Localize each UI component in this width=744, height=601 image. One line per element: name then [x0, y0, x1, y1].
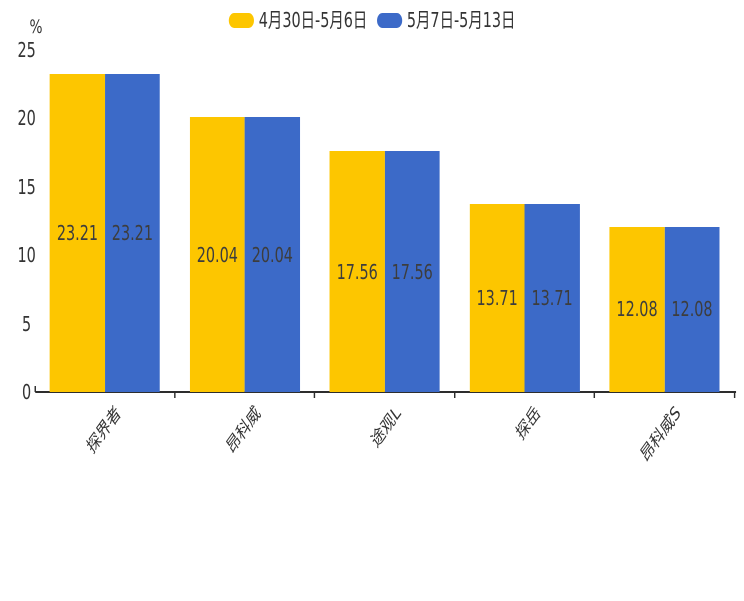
bar-value-label: 20.04: [196, 242, 238, 267]
chart-canvas: 4月30日-5月6日 5月7日-5月13日 % 0 5 10 15 20 25 23.21 23…: [0, 8, 744, 466]
bar-value-label: 17.56: [391, 259, 433, 284]
x-category-label: 昂科威S: [637, 402, 684, 467]
x-category-label: 探岳: [513, 402, 544, 445]
bar-value-label: 13.71: [531, 286, 573, 311]
legend-item[interactable]: 4月30日-5月6日: [228, 8, 368, 32]
bar: [664, 226, 720, 392]
x-axis-tick: [174, 392, 176, 398]
x-axis-tick: [593, 392, 596, 398]
x-axis-tick: [733, 392, 736, 398]
bar: [609, 226, 665, 392]
legend-item[interactable]: 5月7日-5月13日: [376, 8, 516, 32]
chart-legend: 4月30日-5月6日 5月7日-5月13日: [0, 8, 744, 32]
bar-value-label: 13.71: [476, 286, 518, 311]
legend-label: 5月7日-5月13日: [406, 8, 516, 32]
bar-chart: 4月30日-5月6日 5月7日-5月13日 % 0 5 10 15 20 25 23.21 23…: [0, 8, 744, 467]
x-axis-line: [34, 391, 736, 393]
y-tick-label: 0: [22, 380, 32, 404]
bar: [524, 204, 580, 392]
x-axis-tick: [453, 392, 456, 398]
bar: [244, 117, 300, 392]
y-tick-label: 10: [17, 243, 36, 267]
legend-swatch: [228, 12, 254, 28]
bar-value-label: 23.21: [111, 221, 153, 245]
bar-value-label: 20.04: [251, 242, 293, 267]
x-axis-tick: [314, 392, 316, 398]
y-tick-label: 5: [22, 311, 32, 336]
bar: [189, 117, 245, 392]
x-category-label: 探界者: [83, 402, 125, 458]
y-tick-label: 25: [17, 37, 36, 62]
y-tick-label: 20: [17, 106, 36, 130]
legend-swatch: [376, 12, 402, 28]
bar: [469, 204, 525, 392]
x-axis-tick: [34, 386, 36, 392]
y-axis-unit-label: %: [29, 16, 43, 38]
bar-value-label: 17.56: [336, 259, 378, 284]
bar: [329, 151, 385, 392]
x-category-label: 昂科威: [223, 402, 264, 458]
y-tick-label: 15: [17, 174, 36, 199]
bar-value-label: 12.08: [616, 297, 658, 322]
bar: [384, 151, 440, 392]
bar: [49, 74, 105, 392]
x-category-label: 途观L: [367, 402, 404, 452]
bar-value-label: 23.21: [56, 221, 99, 245]
bar-value-label: 12.08: [671, 297, 713, 322]
bar: [104, 74, 160, 392]
legend-label: 4月30日-5月6日: [258, 8, 368, 32]
